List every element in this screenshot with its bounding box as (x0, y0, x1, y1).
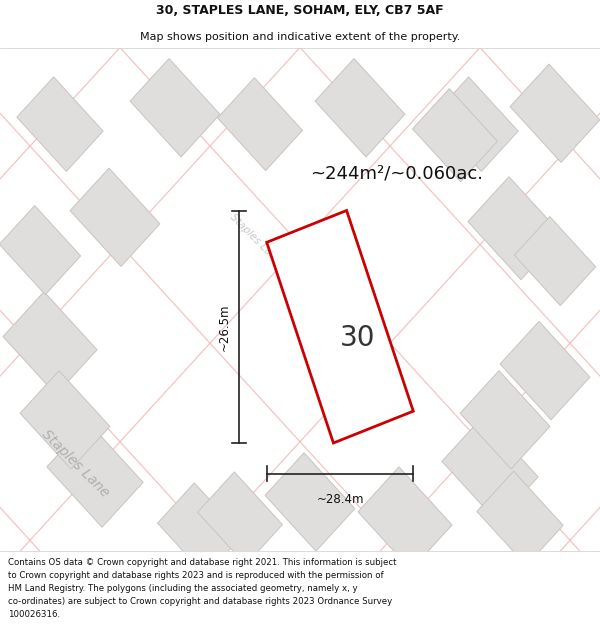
Polygon shape (413, 89, 497, 182)
Text: HM Land Registry. The polygons (including the associated geometry, namely x, y: HM Land Registry. The polygons (includin… (8, 584, 358, 593)
Polygon shape (510, 64, 600, 162)
Polygon shape (358, 467, 452, 570)
Polygon shape (47, 422, 143, 528)
Polygon shape (197, 472, 283, 565)
Text: Contains OS data © Crown copyright and database right 2021. This information is : Contains OS data © Crown copyright and d… (8, 558, 397, 568)
Polygon shape (158, 483, 242, 576)
Polygon shape (0, 206, 80, 294)
Text: ~26.5m: ~26.5m (218, 303, 231, 351)
Text: Staples Lane: Staples Lane (228, 212, 282, 266)
Polygon shape (130, 59, 220, 157)
Polygon shape (477, 471, 563, 566)
Polygon shape (442, 416, 538, 522)
Text: co-ordinates) are subject to Crown copyright and database rights 2023 Ordnance S: co-ordinates) are subject to Crown copyr… (8, 597, 392, 606)
Text: ~244m²/~0.060ac.: ~244m²/~0.060ac. (310, 164, 483, 182)
Text: ~28.4m: ~28.4m (316, 493, 364, 506)
Polygon shape (267, 211, 413, 443)
Polygon shape (17, 77, 103, 171)
Polygon shape (500, 321, 590, 420)
Polygon shape (70, 168, 160, 266)
Text: 30: 30 (340, 324, 376, 352)
Polygon shape (460, 371, 550, 469)
Polygon shape (315, 59, 405, 157)
Polygon shape (468, 177, 562, 280)
Polygon shape (432, 77, 518, 171)
Text: to Crown copyright and database rights 2023 and is reproduced with the permissio: to Crown copyright and database rights 2… (8, 571, 383, 580)
Text: 30, STAPLES LANE, SOHAM, ELY, CB7 5AF: 30, STAPLES LANE, SOHAM, ELY, CB7 5AF (156, 4, 444, 17)
Text: Map shows position and indicative extent of the property.: Map shows position and indicative extent… (140, 32, 460, 42)
Polygon shape (3, 292, 97, 394)
Polygon shape (514, 216, 596, 306)
Text: Staples Lane: Staples Lane (38, 428, 112, 500)
Polygon shape (218, 78, 302, 171)
Polygon shape (20, 371, 110, 469)
Polygon shape (265, 452, 355, 551)
Text: 100026316.: 100026316. (8, 609, 60, 619)
